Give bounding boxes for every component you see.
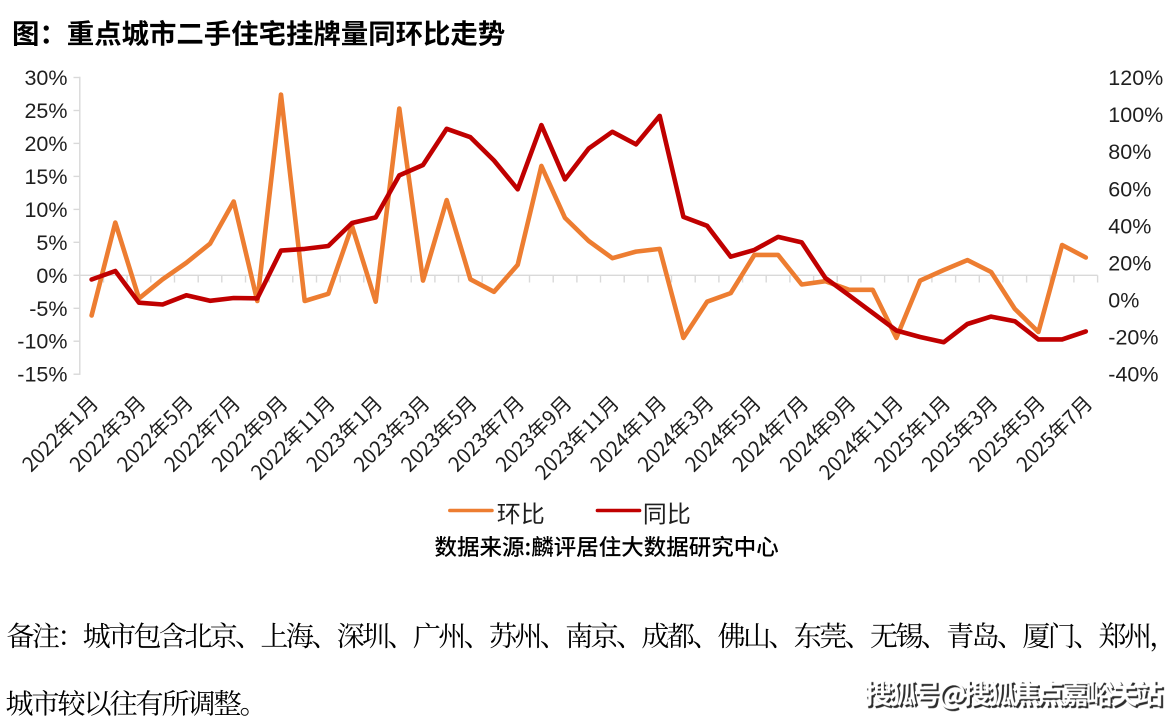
svg-text:20%: 20% — [24, 132, 67, 156]
svg-text:5%: 5% — [36, 231, 67, 255]
svg-text:25%: 25% — [24, 99, 67, 123]
svg-text:-10%: -10% — [17, 330, 67, 354]
svg-text:30%: 30% — [24, 66, 67, 90]
svg-text:15%: 15% — [24, 165, 67, 189]
svg-text:-15%: -15% — [17, 363, 67, 387]
svg-text:-20%: -20% — [1108, 326, 1158, 350]
svg-text:0%: 0% — [1108, 289, 1139, 313]
svg-text:60%: 60% — [1108, 177, 1151, 201]
svg-text:0%: 0% — [36, 264, 67, 288]
svg-text:-5%: -5% — [29, 297, 67, 321]
svg-text:20%: 20% — [1108, 251, 1151, 275]
svg-text:10%: 10% — [24, 198, 67, 222]
svg-text:-40%: -40% — [1108, 363, 1158, 387]
svg-text:120%: 120% — [1108, 66, 1163, 90]
svg-text:40%: 40% — [1108, 214, 1151, 238]
svg-text:100%: 100% — [1108, 103, 1163, 127]
svg-text:80%: 80% — [1108, 140, 1151, 164]
